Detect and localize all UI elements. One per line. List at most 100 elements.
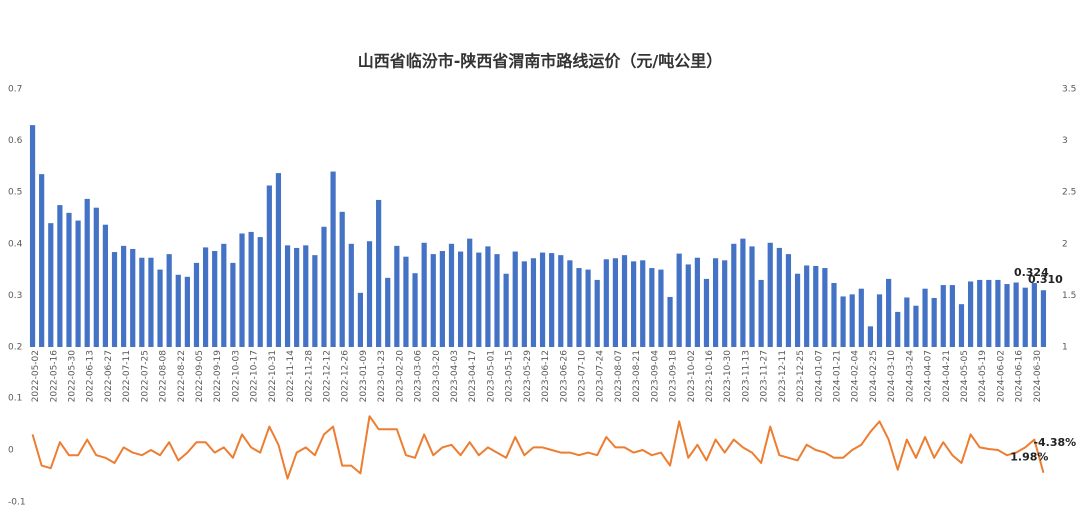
bar: [148, 257, 154, 347]
x-tick-label: 2024-02-04: [851, 350, 861, 403]
y-tick-label: 0: [8, 446, 14, 456]
x-tick-label: 2023-05-01: [486, 350, 496, 402]
bar: [102, 224, 109, 347]
bar: [239, 233, 245, 347]
bar: [111, 252, 118, 347]
x-tick-label: 2024-03-24: [905, 350, 915, 403]
x-tick-label: 2023-09-18: [669, 350, 679, 403]
bar: [1004, 284, 1010, 347]
bar: [840, 296, 846, 347]
bar: [202, 247, 209, 347]
x-tick-label: 2024-06-30: [1033, 350, 1043, 403]
bar: [722, 260, 728, 347]
x-tick-label: 2023-03-06: [414, 350, 424, 403]
bar: [1031, 283, 1037, 347]
bar: [621, 255, 628, 347]
x-tick-label: 2023-06-26: [559, 350, 569, 403]
x-tick-label: 2024-02-25: [869, 350, 879, 402]
bar: [248, 231, 254, 347]
bar: [986, 279, 992, 347]
bar: [740, 238, 746, 347]
bar: [212, 251, 218, 347]
x-tick-label: 2022-09-19: [213, 350, 223, 403]
bar: [357, 292, 364, 347]
bar: [257, 237, 263, 347]
x-tick-label: 2022-05-16: [49, 350, 59, 403]
bar: [539, 252, 546, 347]
bar: [549, 253, 555, 347]
bar: [904, 297, 910, 347]
bar: [530, 258, 537, 347]
bar: [403, 256, 409, 347]
bar: [476, 252, 482, 347]
x-tick-label: 2023-09-04: [650, 350, 660, 403]
x-tick-label: 2023-10-16: [705, 350, 715, 403]
x-tick-label: 2023-12-11: [778, 350, 788, 402]
bar: [585, 269, 591, 347]
bar: [84, 198, 90, 347]
data-label: 0.310: [1028, 273, 1063, 286]
bar: [467, 238, 473, 347]
chart-title: 山西省临汾市-陕西省渭南市路线运价（元/吨公里）: [358, 52, 723, 71]
y-tick-label: 0.1: [8, 394, 22, 404]
bar: [967, 281, 974, 347]
x-tick-label: 2022-07-25: [140, 350, 150, 402]
x-tick-label: 2023-04-17: [468, 350, 478, 402]
bar: [594, 279, 600, 347]
bar: [230, 262, 236, 347]
x-tick-label: 2022-05-30: [67, 350, 77, 403]
bar: [858, 288, 864, 347]
x-tick-label: 2022-10-31: [268, 350, 278, 402]
bar: [385, 277, 391, 347]
bar: [376, 199, 382, 347]
x-tick-label: 2023-07-24: [596, 350, 606, 403]
bar: [348, 243, 354, 347]
y-tick-label: 0.6: [8, 136, 23, 146]
bar: [703, 278, 710, 347]
x-tick-label: 2022-05-02: [31, 350, 41, 402]
bar: [430, 254, 436, 347]
x-tick-label: 2023-02-20: [395, 350, 405, 403]
x-tick-label: 2023-03-20: [432, 350, 442, 403]
bar: [922, 288, 928, 347]
bar: [876, 294, 883, 347]
bar: [275, 173, 282, 347]
x-tick-label: 2023-11-13: [741, 350, 751, 402]
data-label: -4.38%: [1033, 436, 1076, 449]
bar: [1013, 282, 1019, 347]
data-label: 1.98%: [1010, 451, 1048, 464]
x-tick-label: 2023-10-30: [723, 350, 733, 403]
x-tick-label: 2024-01-21: [832, 350, 842, 402]
x-tick-label: 2024-04-21: [942, 350, 952, 402]
x-tick-label: 2024-01-07: [814, 350, 824, 402]
bar: [57, 205, 63, 347]
bar: [303, 245, 309, 347]
x-tick-label: 2024-06-16: [1015, 350, 1025, 403]
bar: [831, 283, 837, 347]
y-tick-label: 0.5: [8, 188, 22, 198]
y-tick-label: 2.5: [1062, 188, 1076, 198]
x-tick-label: 2023-08-07: [614, 350, 624, 402]
bar: [221, 243, 227, 347]
x-tick-label: 2023-10-02: [687, 350, 697, 402]
bar: [121, 245, 127, 347]
bar: [75, 220, 81, 347]
y-tick-label: 0.3: [8, 291, 22, 301]
x-tick-label: 2024-03-10: [887, 350, 897, 403]
x-tick-label: 2022-10-03: [231, 350, 241, 402]
bar: [612, 258, 619, 347]
bar: [312, 255, 318, 347]
bar: [48, 223, 54, 347]
bar: [266, 185, 272, 347]
bar: [521, 261, 527, 347]
x-tick-label: 2022-06-27: [104, 350, 114, 402]
y-tick-label: 0.7: [8, 85, 22, 95]
bar: [66, 212, 72, 347]
bar: [886, 278, 892, 347]
bar: [29, 125, 36, 348]
bar: [603, 259, 609, 347]
x-tick-label: 2022-08-08: [159, 350, 169, 403]
x-tick-label: 2024-06-02: [996, 350, 1006, 402]
x-tick-label: 2022-12-26: [341, 350, 351, 403]
